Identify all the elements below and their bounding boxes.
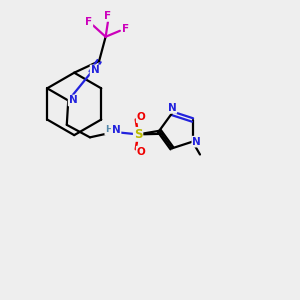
Text: O: O: [137, 147, 146, 157]
Text: N: N: [69, 95, 77, 106]
Text: H: H: [105, 125, 113, 134]
Text: S: S: [134, 128, 142, 141]
Text: N: N: [168, 103, 176, 113]
Text: N: N: [91, 65, 99, 75]
Text: F: F: [122, 24, 129, 34]
Text: O: O: [137, 112, 146, 122]
Text: F: F: [85, 17, 92, 27]
Text: N: N: [112, 125, 121, 135]
Text: N: N: [192, 136, 201, 147]
Text: F: F: [104, 11, 112, 21]
